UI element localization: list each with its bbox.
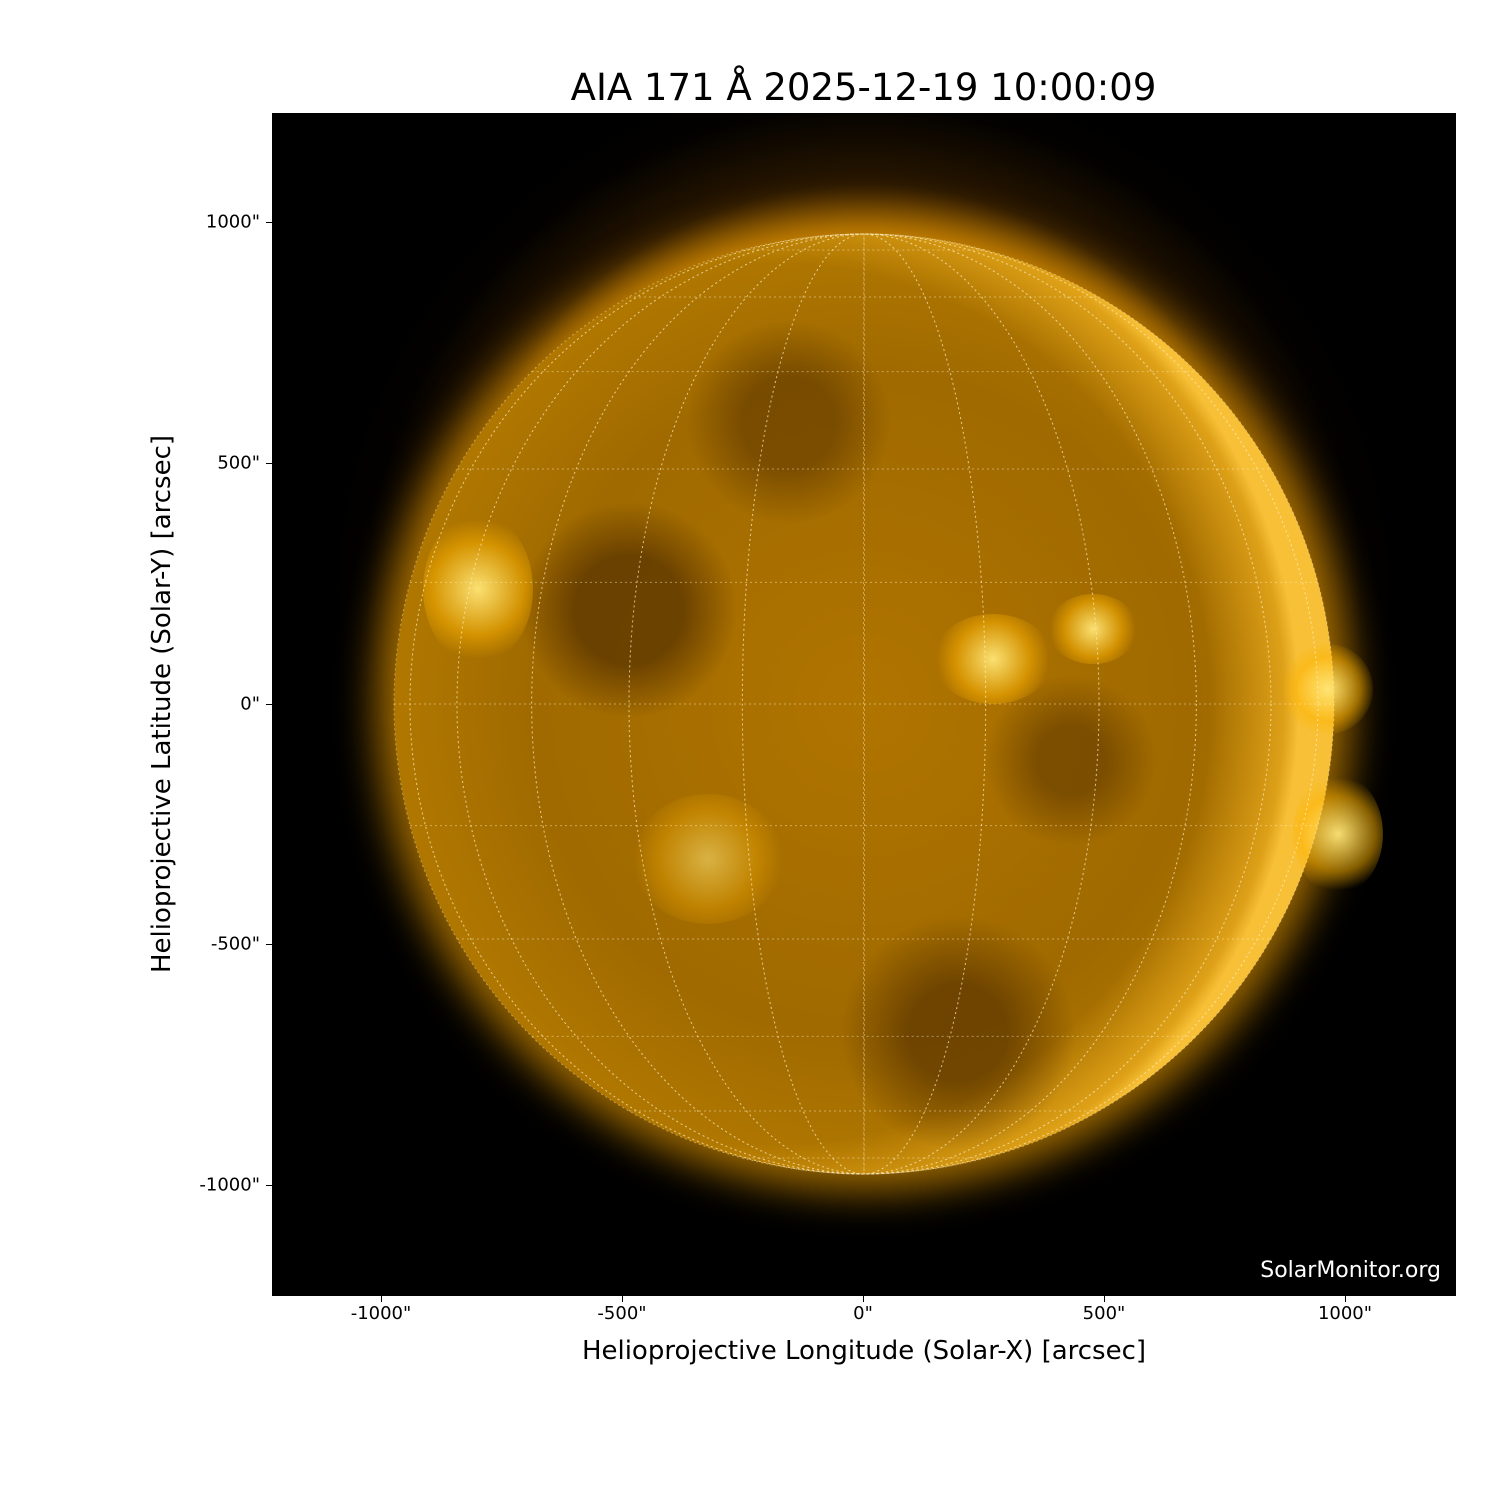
solar-image-axes: SolarMonitor.org	[272, 113, 1456, 1296]
heliographic-grid	[393, 233, 1335, 1175]
y-axis-label: Helioprojective Latitude (Solar-Y) [arcs…	[147, 434, 177, 974]
y-tick-label: 500"	[217, 452, 260, 474]
meridian-line	[863, 233, 865, 1175]
y-tick-label: -1000"	[199, 1174, 260, 1196]
limb-line	[393, 233, 1335, 1175]
x-tick-label: 500"	[1082, 1303, 1126, 1324]
y-tick-mark	[266, 463, 272, 464]
x-tick-mark	[1345, 1296, 1346, 1302]
active-region	[1283, 644, 1373, 734]
meridian-line	[409, 233, 1319, 1175]
active-region	[933, 614, 1053, 704]
solar-disk	[394, 234, 1334, 1174]
y-tick-mark	[266, 704, 272, 705]
y-tick-mark	[266, 1185, 272, 1186]
plot-title: AIA 171 Å 2025-12-19 10:00:09	[570, 66, 1157, 109]
y-tick-label: -500"	[210, 933, 260, 955]
x-tick-mark	[381, 1296, 382, 1302]
meridian-line	[741, 233, 987, 1175]
meridian-line	[456, 233, 1272, 1175]
x-tick-label: 1000"	[1317, 1303, 1373, 1324]
meridian-line	[628, 233, 1100, 1175]
meridian-line	[409, 233, 1319, 1175]
active-region	[633, 794, 783, 924]
x-tick-mark	[1104, 1296, 1105, 1302]
meridian-line	[741, 233, 987, 1175]
x-tick-label: 0"	[853, 1303, 873, 1324]
x-axis-label: Helioprojective Longitude (Solar-X) [arc…	[581, 1336, 1147, 1366]
y-tick-label: 0"	[240, 693, 260, 715]
x-tick-mark	[863, 1296, 864, 1302]
x-tick-label: -1000"	[350, 1303, 412, 1324]
active-region	[423, 514, 533, 664]
meridian-line	[531, 233, 1197, 1175]
y-tick-mark	[266, 944, 272, 945]
x-tick-label: -500"	[597, 1303, 647, 1324]
active-region	[1293, 774, 1383, 894]
y-tick-label: 1000"	[205, 211, 260, 233]
meridian-line	[628, 233, 1100, 1175]
meridian-line	[456, 233, 1272, 1175]
y-tick-mark	[266, 222, 272, 223]
active-region	[1048, 594, 1138, 664]
x-tick-mark	[622, 1296, 623, 1302]
meridian-line	[531, 233, 1197, 1175]
watermark: SolarMonitor.org	[1260, 1258, 1441, 1283]
